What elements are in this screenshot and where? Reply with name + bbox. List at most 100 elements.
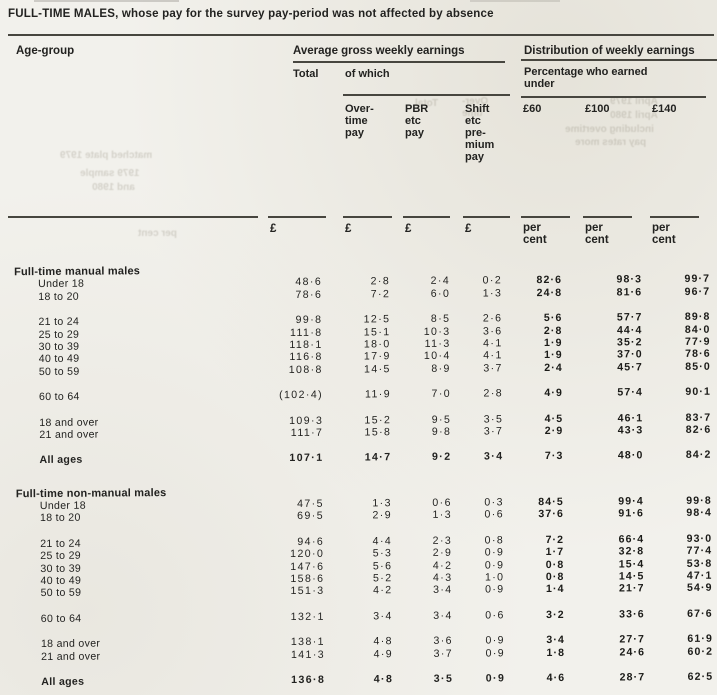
shift-column-header: Shift etc pre- mium pay [465, 103, 495, 163]
shift-cell: 0·3 [484, 496, 504, 509]
age-group-label: 50 to 59 [38, 365, 80, 378]
overtime-cell: 12·5 [363, 313, 391, 326]
shift-cell: 3·4 [483, 450, 504, 463]
bleed-through-text: per cent [138, 228, 177, 239]
shift-cell: 1·3 [482, 287, 503, 300]
pbr-cell: 3·7 [433, 647, 454, 660]
pbr-cell: 10·3 [423, 325, 451, 338]
under-100-column-header: £100 [585, 103, 610, 115]
under-60-cell: 2·9 [544, 424, 564, 437]
under-100-cell: 48·0 [617, 449, 644, 462]
under-100-cell: 98·3 [616, 273, 643, 286]
under-140-cell: 84·0 [684, 323, 711, 336]
under-140-cell: 85·0 [685, 360, 711, 373]
age-group-label: 18 to 20 [39, 512, 81, 525]
total-cell: 48·6 [295, 276, 323, 289]
under-100-cell: 37·0 [617, 348, 643, 361]
shift-cell: 3·7 [483, 362, 503, 375]
under-60-cell: 1·9 [544, 349, 563, 362]
bleed-through-text: and 1980 [92, 182, 135, 193]
under-100-cell: 44·4 [616, 323, 643, 337]
pbr-cell: 11·3 [424, 337, 451, 350]
under-100-cell: 35·2 [616, 336, 643, 349]
earnings-table: Full-time manual males Under 18 48·6 2·8 2·… [0, 261, 715, 689]
pbr-cell: 6·0 [430, 287, 451, 300]
overtime-cell: 18·0 [363, 338, 391, 351]
label-column-rule [8, 216, 258, 218]
overtime-cell: 15·2 [364, 413, 392, 426]
under-140-cell: 62·5 [687, 670, 714, 683]
under-60-cell: 3·4 [546, 634, 566, 647]
column-rule [650, 216, 699, 218]
total-cell: 108·8 [288, 363, 323, 376]
total-cell: 109·3 [289, 414, 324, 427]
pbr-cell: 1·3 [432, 509, 453, 522]
under-100-cell: 99·4 [618, 495, 644, 508]
total-cell: 111·8 [289, 326, 323, 339]
pound-unit-label: £ [465, 223, 472, 235]
age-group-label: All ages [39, 453, 83, 467]
distribution-group-rule [521, 59, 717, 61]
age-group-label: 60 to 64 [38, 390, 80, 404]
under-140-cell: 53·8 [686, 557, 713, 570]
under-60-cell: 1·7 [545, 546, 565, 559]
percent-unit-label: per cent [652, 222, 676, 246]
pbr-cell: 9·5 [431, 413, 452, 426]
shift-cell: 0·9 [485, 646, 506, 660]
column-rule [403, 216, 450, 218]
pbr-cell: 8·5 [430, 312, 451, 326]
overtime-cell: 15·1 [363, 325, 391, 339]
pbr-cell: 2·4 [430, 275, 451, 288]
pbr-cell: 7·0 [431, 387, 452, 401]
under-140-cell: 77·9 [684, 335, 711, 348]
total-cell: 151·3 [290, 585, 325, 598]
overtime-cell: 15·8 [364, 426, 392, 439]
total-cell: 107·1 [289, 452, 324, 465]
of-which-rule [343, 94, 510, 96]
pbr-cell: 9·2 [431, 451, 452, 464]
under-140-column-header: £140 [652, 103, 677, 115]
under-140-cell: 99·7 [684, 273, 711, 286]
table-title: FULL-TIME MALES, whose pay for the surve… [8, 8, 494, 20]
table-row: 60 to 64 (102·4) 11·9 7·0 2·8 4·9 57·4 90·1 [1, 386, 713, 404]
total-cell: 147·6 [290, 560, 325, 573]
under-60-cell: 7·2 [545, 533, 565, 546]
under-140-cell: 54·9 [686, 582, 713, 595]
total-cell: 136·8 [291, 673, 326, 687]
overtime-cell: 3·4 [373, 610, 393, 623]
total-cell: 141·3 [290, 648, 326, 661]
shift-cell: 0·9 [484, 559, 505, 572]
total-cell: (102·4) [279, 388, 324, 402]
overtime-cell: 14·5 [363, 362, 391, 376]
under-100-cell: 21·7 [618, 582, 645, 595]
pbr-cell: 4·3 [432, 571, 453, 584]
under-60-cell: 5·6 [543, 312, 563, 325]
under-60-cell: 24·8 [536, 286, 563, 299]
total-cell: 158·6 [290, 572, 325, 586]
bleed-through-text: matched plate 1979 [60, 150, 153, 161]
shift-cell: 4·1 [483, 337, 503, 350]
total-cell: 69·5 [297, 510, 325, 523]
pbr-cell: 9·8 [431, 425, 452, 438]
age-group-header: Age-group [16, 45, 75, 57]
overtime-cell: 4·9 [373, 647, 394, 660]
pbr-cell: 2·9 [432, 547, 453, 560]
under-100-cell: 27·7 [619, 633, 645, 646]
column-rule [521, 216, 570, 218]
overtime-cell: 7·2 [370, 288, 391, 301]
table-row-all-ages: All ages 107·1 14·7 9·2 3·4 7·3 48·0 84·2 [1, 449, 713, 467]
under-100-cell: 15·4 [618, 557, 645, 571]
column-rule [463, 216, 510, 218]
under-60-cell: 1·4 [545, 583, 565, 596]
shift-cell: 3·6 [482, 324, 503, 338]
under-100-cell: 14·5 [618, 570, 645, 583]
percent-unit-label: per cent [523, 222, 547, 246]
under-100-cell: 57·4 [617, 386, 644, 399]
under-60-cell: 2·8 [543, 324, 563, 337]
shift-cell: 0·9 [484, 546, 505, 559]
shift-cell: 0·9 [485, 672, 506, 685]
pbr-cell: 3·5 [433, 672, 454, 685]
of-which-header: of which [345, 68, 390, 80]
overtime-cell: 4·2 [372, 584, 393, 597]
overtime-cell: 17·9 [363, 350, 391, 363]
